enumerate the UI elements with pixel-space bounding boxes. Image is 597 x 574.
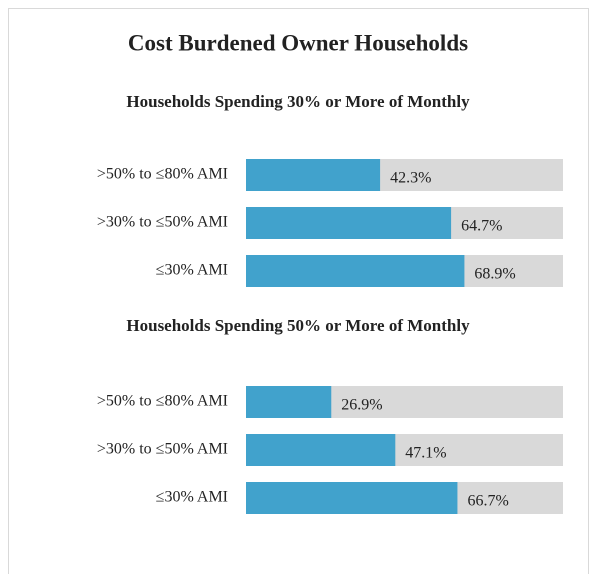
subtitle: Households Spending 30% or More of Month… bbox=[126, 92, 470, 111]
bar bbox=[246, 255, 465, 287]
value-label: 47.1% bbox=[405, 445, 446, 462]
category-label: >30% to ≤50% AMI bbox=[97, 441, 228, 458]
category-label: >50% to ≤80% AMI bbox=[97, 393, 228, 410]
category-label: >50% to ≤80% AMI bbox=[97, 166, 228, 183]
bar bbox=[246, 386, 332, 418]
bar bbox=[246, 207, 452, 239]
value-label: 26.9% bbox=[341, 397, 382, 414]
value-label: 66.7% bbox=[467, 493, 508, 510]
subtitle: Households Spending 50% or More of Month… bbox=[126, 316, 470, 335]
value-label: 68.9% bbox=[474, 266, 515, 283]
bar bbox=[246, 434, 396, 466]
value-label: 64.7% bbox=[461, 218, 502, 235]
frame bbox=[8, 8, 589, 574]
bar bbox=[246, 159, 381, 191]
value-label: 42.3% bbox=[390, 170, 431, 187]
category-label: ≤30% AMI bbox=[156, 262, 228, 279]
chart-title: Cost Burdened Owner Households bbox=[128, 30, 468, 55]
bar bbox=[246, 482, 458, 514]
category-label: ≤30% AMI bbox=[156, 489, 228, 506]
category-label: >30% to ≤50% AMI bbox=[97, 214, 228, 231]
